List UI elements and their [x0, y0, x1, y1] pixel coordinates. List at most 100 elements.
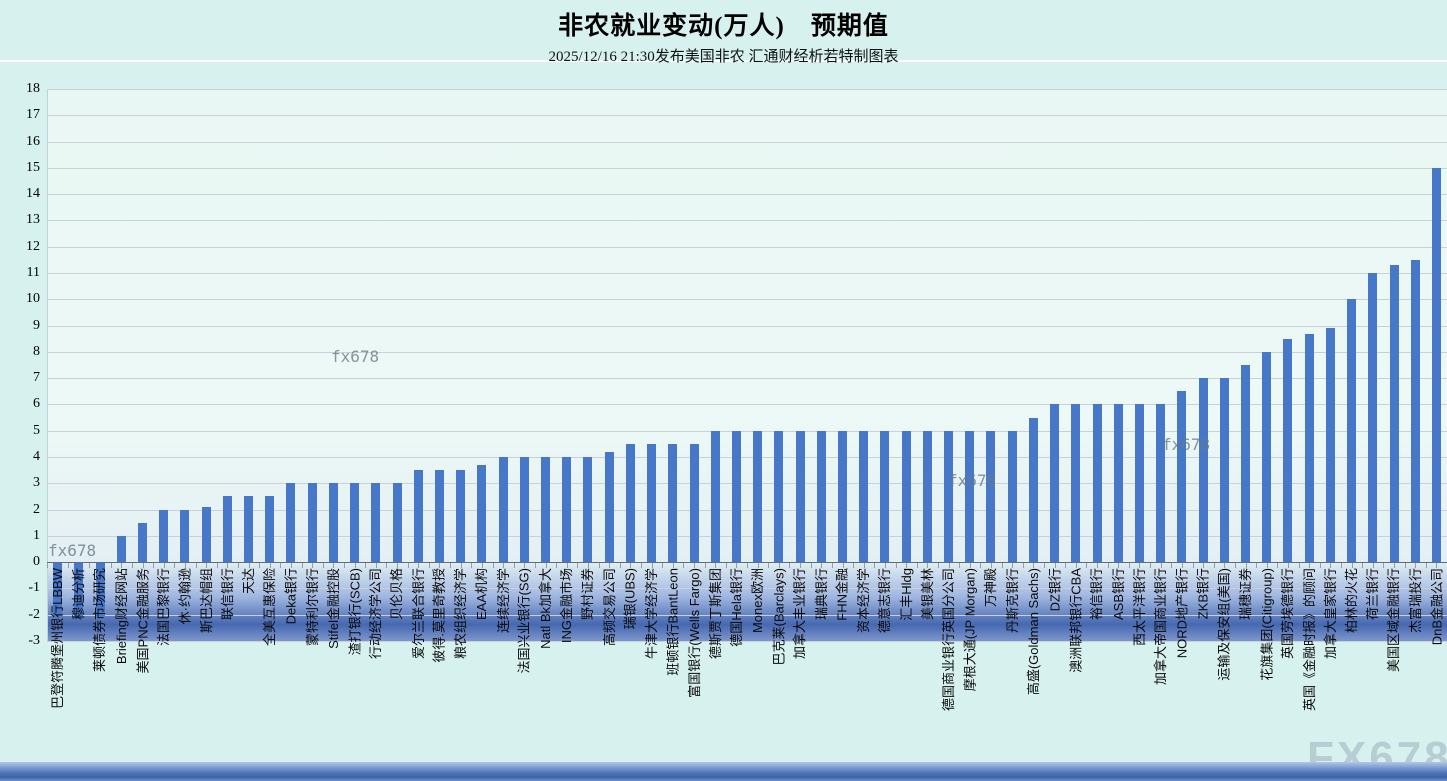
x-axis-label: 资本经济学: [856, 568, 872, 634]
x-axis-label: 牛津大学经济学: [644, 568, 659, 660]
x-axis-label: ZKB银行: [1195, 568, 1211, 620]
bar: [1262, 351, 1272, 563]
gridline: [47, 351, 1447, 353]
gridline: [47, 614, 1447, 616]
axis-tick-mark: [937, 563, 939, 569]
gridline: [47, 535, 1447, 537]
x-axis-label: 英国《金融时报》的顾问: [1301, 568, 1317, 712]
bar: [413, 470, 423, 563]
axis-tick-mark: [1372, 563, 1374, 569]
axis-tick-mark: [206, 563, 208, 569]
axis-tick-mark: [121, 563, 123, 569]
axis-tick-mark: [1150, 563, 1151, 569]
x-axis-label: 休·约翰逊: [177, 568, 193, 625]
gridline: [47, 378, 1447, 380]
gridline: [47, 588, 1447, 590]
axis-tick-mark: [89, 563, 91, 569]
x-axis-label: 渣打银行(SCB): [347, 568, 363, 656]
bar: [647, 443, 656, 563]
bar: [53, 563, 63, 616]
axis-tick-mark: [460, 563, 462, 569]
bar: [1071, 404, 1081, 563]
bar: [138, 522, 147, 563]
axis-tick-mark: [1086, 563, 1088, 569]
axis-tick-mark: [927, 563, 929, 569]
axis-tick-mark: [1330, 563, 1332, 569]
axis-tick-mark: [1044, 563, 1045, 569]
x-axis-label: 全美互惠保险: [262, 568, 278, 647]
bar: [159, 509, 169, 563]
x-axis-label: 贝伦贝格: [389, 568, 405, 621]
x-axis-label: 野村证券: [580, 568, 596, 621]
bar: [541, 457, 550, 563]
bar: [583, 457, 593, 563]
axis-tick-mark: [312, 563, 314, 569]
axis-tick-mark: [174, 563, 176, 569]
bar: [838, 430, 847, 563]
axis-tick-mark: [354, 563, 356, 569]
bar: [1219, 378, 1229, 563]
axis-tick-mark: [524, 563, 526, 569]
x-axis-label: 英国劳埃德银行: [1280, 568, 1296, 660]
axis-tick-mark: [1245, 563, 1247, 569]
axis-tick-mark: [407, 563, 409, 569]
axis-tick-mark: [587, 563, 589, 569]
axis-tick-mark: [757, 563, 759, 569]
y-tick-label: 9: [33, 317, 40, 333]
axis-tick-mark: [1394, 563, 1395, 569]
y-tick-label: 3: [33, 475, 40, 491]
bar: [859, 430, 869, 563]
x-axis-label: 万神殿: [983, 568, 999, 608]
axis-tick-mark: [704, 563, 706, 569]
axis-tick-mark: [163, 563, 165, 569]
axis-tick-mark: [322, 563, 324, 569]
x-axis-label: 巴克莱(Barclays): [771, 568, 787, 666]
axis-tick-mark: [1171, 563, 1173, 569]
axis-tick-mark: [1340, 563, 1342, 569]
watermark-text: fx678: [948, 471, 997, 490]
bar: [1389, 265, 1399, 563]
x-axis-label: 彼得.莫里奇教授: [431, 568, 447, 663]
bar: [1283, 338, 1293, 563]
bar: [562, 457, 572, 563]
bar: [668, 443, 678, 563]
bar: [1007, 430, 1017, 563]
x-axis-label: 德意志银行: [877, 568, 893, 634]
axis-tick-mark: [715, 563, 717, 569]
gridline: [47, 404, 1447, 406]
x-axis-label: Stifel金融控股: [325, 568, 341, 649]
bar: [434, 470, 444, 563]
x-axis-label: 班顿银行BantLeon: [665, 568, 681, 676]
axis-tick-mark: [725, 563, 727, 569]
axis-tick-mark: [1033, 563, 1035, 569]
y-tick-label: 5: [33, 422, 40, 438]
axis-tick-mark: [184, 563, 186, 569]
axis-tick-mark: [216, 563, 218, 569]
axis-tick-mark: [672, 563, 674, 569]
axis-tick-mark: [619, 563, 621, 569]
x-axis-label: Briefing财经网站: [113, 568, 129, 665]
plot-area: [47, 89, 1447, 641]
x-axis-label: 加拿大丰业银行: [792, 568, 808, 660]
bar: [1241, 365, 1250, 563]
bar: [965, 430, 975, 563]
x-axis-label: 西太平洋银行: [1131, 568, 1147, 647]
axis-tick-mark: [1266, 563, 1268, 569]
x-axis-label: 澳洲联邦银行CBA: [1068, 568, 1084, 673]
x-axis-label: NORD地产银行: [1174, 568, 1190, 659]
bar: [392, 483, 402, 563]
axis-tick-mark: [492, 563, 494, 569]
axis-tick-mark: [513, 563, 515, 569]
x-axis-label: 爱尔兰联合银行: [410, 568, 426, 660]
axis-tick-mark: [1224, 563, 1226, 569]
x-axis-label: 美国PNC金融服务: [135, 568, 150, 674]
x-axis-label: 汇丰Hldg: [898, 568, 914, 621]
axis-tick-mark: [842, 563, 844, 569]
x-axis-label: 瑞银(UBS): [622, 568, 638, 630]
axis-tick-mark: [980, 563, 982, 569]
x-axis-label: 摩根大通(JP Morgan): [962, 568, 978, 692]
x-axis-label: Monex欧洲: [750, 568, 766, 634]
bar: [477, 464, 487, 563]
bar: [604, 451, 614, 563]
axis-tick-mark: [821, 563, 823, 569]
